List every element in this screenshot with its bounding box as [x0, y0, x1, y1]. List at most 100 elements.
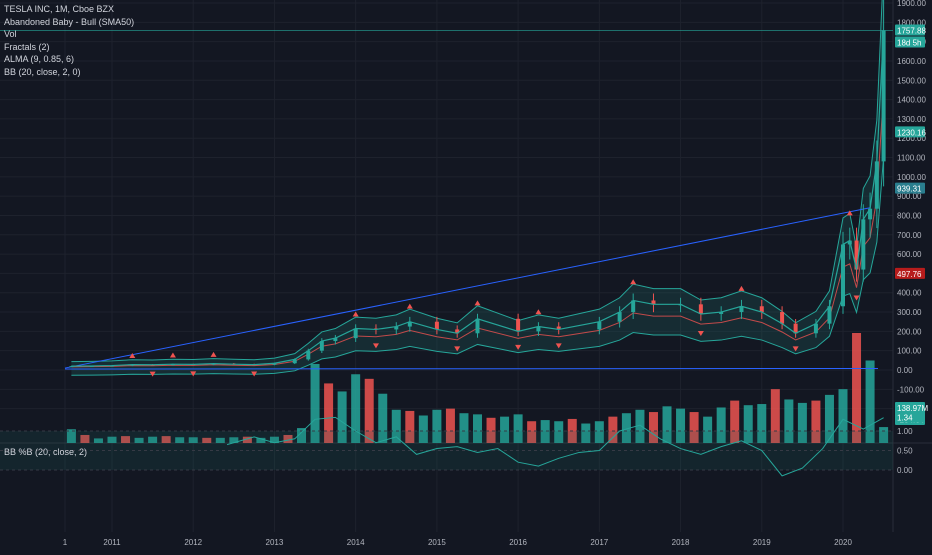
volume-bar [662, 406, 672, 443]
volume-bar [581, 423, 591, 443]
price-candle [516, 318, 521, 332]
countdown-tag: 18d 5h [897, 38, 921, 47]
volume-tag-bg [895, 402, 925, 413]
last-price-tag: 1757.88 [897, 26, 926, 35]
time-tick-label: 2020 [834, 538, 852, 547]
pct-legend[interactable]: BB %B (20, close, 2) [4, 447, 88, 457]
volume-bar [378, 393, 388, 443]
legend-indicator[interactable]: Fractals (2) [4, 41, 50, 52]
price-candle [868, 208, 873, 220]
fractal-down-marker [454, 346, 461, 352]
volume-bar [121, 436, 131, 443]
volume-bar [473, 414, 482, 443]
price-tick-label: 100.00 [897, 347, 922, 356]
price-candle [813, 323, 818, 334]
fractal-down-marker [853, 295, 860, 301]
price-tick-label: 800.00 [897, 211, 922, 220]
alma-tag: 939.31 [897, 185, 922, 194]
volume-bar [283, 434, 293, 443]
price-tick-label: 900.00 [897, 192, 922, 201]
price-tick-label: 300.00 [897, 308, 922, 317]
volume-bar [608, 416, 618, 443]
trendline-lower [64, 367, 879, 370]
price-candle [827, 306, 832, 324]
volume-bar [824, 394, 834, 443]
price-candle [407, 321, 412, 327]
volume-bar [594, 421, 604, 443]
price-candle [651, 300, 656, 305]
volume-bar [500, 416, 510, 443]
time-tick-label: 2019 [753, 538, 771, 547]
volume-bar [879, 427, 889, 443]
price-candle [434, 321, 439, 330]
volume-bar [418, 415, 428, 443]
price-candle [536, 326, 541, 332]
volume-bar [730, 400, 740, 443]
fractal-up-marker [535, 309, 542, 315]
legend-indicator[interactable]: Abandoned Baby - Bull (SMA50) [4, 16, 135, 27]
price-tick-label: 400.00 [897, 289, 922, 298]
volume-bar [513, 414, 523, 443]
price-candle [292, 359, 297, 364]
pctb-line [226, 416, 884, 477]
bb-upper-tag-bg [895, 126, 925, 138]
pctb-tag: 1.34 [897, 414, 913, 423]
bb-basis-tag: 497.76 [897, 270, 922, 279]
bb-upper-tag: 1230.16 [897, 128, 926, 137]
fractal-up-marker [169, 352, 176, 358]
volume-bar [635, 409, 645, 443]
fractal-up-marker [406, 303, 413, 309]
volume-bar [838, 389, 848, 443]
price-candle [319, 341, 324, 351]
price-tick-label: 1200.00 [897, 134, 926, 143]
volume-bar [811, 400, 821, 443]
legend-indicator[interactable]: Vol [4, 29, 17, 39]
volume-bar [391, 409, 401, 443]
price-tick-label: 1600.00 [897, 57, 926, 66]
volume-tag: 138.97M [897, 404, 928, 413]
countdown-tag-bg [895, 36, 925, 48]
time-tick-label: 2018 [672, 538, 690, 547]
volume-bar [527, 421, 537, 443]
volume-bar [689, 412, 699, 443]
price-candle [793, 323, 798, 334]
time-tick-label: 2015 [428, 538, 446, 547]
time-tick-label: 2013 [266, 538, 284, 547]
volume-bar [66, 429, 76, 443]
fractal-up-marker [352, 311, 359, 317]
price-tick-label: 1400.00 [897, 96, 926, 105]
volume-bar [256, 437, 266, 443]
legend-indicator[interactable]: BB (20, close, 2, 0) [4, 66, 81, 77]
price-candle [854, 240, 859, 270]
fractal-down-marker [372, 343, 379, 349]
fractal-up-marker [630, 279, 637, 285]
price-candle [631, 300, 636, 313]
fractal-up-marker [846, 210, 853, 216]
fractal-down-marker [515, 344, 522, 350]
fractal-down-marker [555, 343, 562, 349]
volume-bar [648, 412, 658, 443]
last-price-tag-bg [895, 24, 925, 36]
volume-bar [621, 413, 631, 443]
price-candle [272, 363, 277, 365]
legend-indicator[interactable]: ALMA (9, 0.85, 6) [4, 54, 75, 64]
volume-bar [215, 437, 225, 443]
volume-bar [486, 417, 496, 443]
volume-bar [93, 438, 103, 443]
alma-tag-bg [895, 182, 925, 194]
time-tick-label: 2017 [590, 538, 608, 547]
volume-bar [405, 410, 415, 443]
price-candle [874, 161, 879, 209]
volume-bar [269, 436, 279, 443]
volume-bar [80, 434, 90, 443]
bb-basis-tag-bg [895, 267, 925, 279]
fractal-up-marker [474, 300, 481, 306]
volume-bar [351, 374, 361, 443]
volume-bar [202, 437, 212, 443]
volume-bar [852, 333, 862, 443]
volume-bar [757, 404, 767, 443]
price-candle [306, 350, 311, 360]
volume-bar [229, 437, 239, 443]
